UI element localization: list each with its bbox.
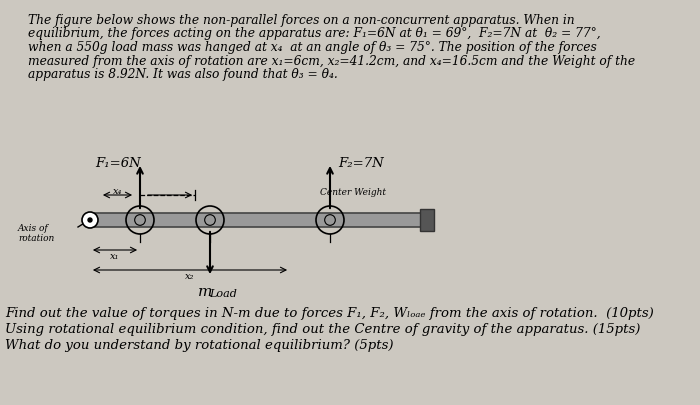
Text: Load: Load [209,289,237,299]
Text: What do you understand by rotational equilibrium? (5pts): What do you understand by rotational equ… [5,339,393,352]
Text: x₄: x₄ [113,187,122,196]
Text: Using rotational equilibrium condition, find out the Centre of gravity of the ap: Using rotational equilibrium condition, … [5,323,640,336]
Text: Find out the value of torques in N-m due to forces F₁, F₂, Wₗₒₐₑ from the axis o: Find out the value of torques in N-m due… [5,307,654,320]
Text: equilibrium, the forces acting on the apparatus are: F₁=6N at θ₁ = 69°,  F₂=7N a: equilibrium, the forces acting on the ap… [28,28,601,40]
Text: when a 550g load mass was hanged at x₄  at an angle of θ₃ = 75°. The position of: when a 550g load mass was hanged at x₄ a… [28,41,596,54]
Text: x₁: x₁ [111,252,120,261]
Text: measured from the axis of rotation are x₁=6cm, x₂=41.2cm, and x₄=16.5cm and the : measured from the axis of rotation are x… [28,55,635,68]
Text: F₁=6N: F₁=6N [95,157,141,170]
Text: Axis of: Axis of [18,224,49,233]
Text: The figure below shows the non-parallel forces on a non-concurrent apparatus. Wh: The figure below shows the non-parallel … [28,14,575,27]
Text: x₂: x₂ [186,272,195,281]
Text: m: m [198,285,213,299]
Bar [420,209,434,231]
Text: rotation: rotation [18,234,55,243]
Text: F₂=7N: F₂=7N [338,157,384,170]
Circle shape [82,212,98,228]
Circle shape [88,218,92,222]
Text: apparatus is 8.92N. It was also found that θ₃ = θ₄.: apparatus is 8.92N. It was also found th… [28,68,337,81]
Bar [95,213,430,227]
Text: Center Weight: Center Weight [320,188,386,197]
